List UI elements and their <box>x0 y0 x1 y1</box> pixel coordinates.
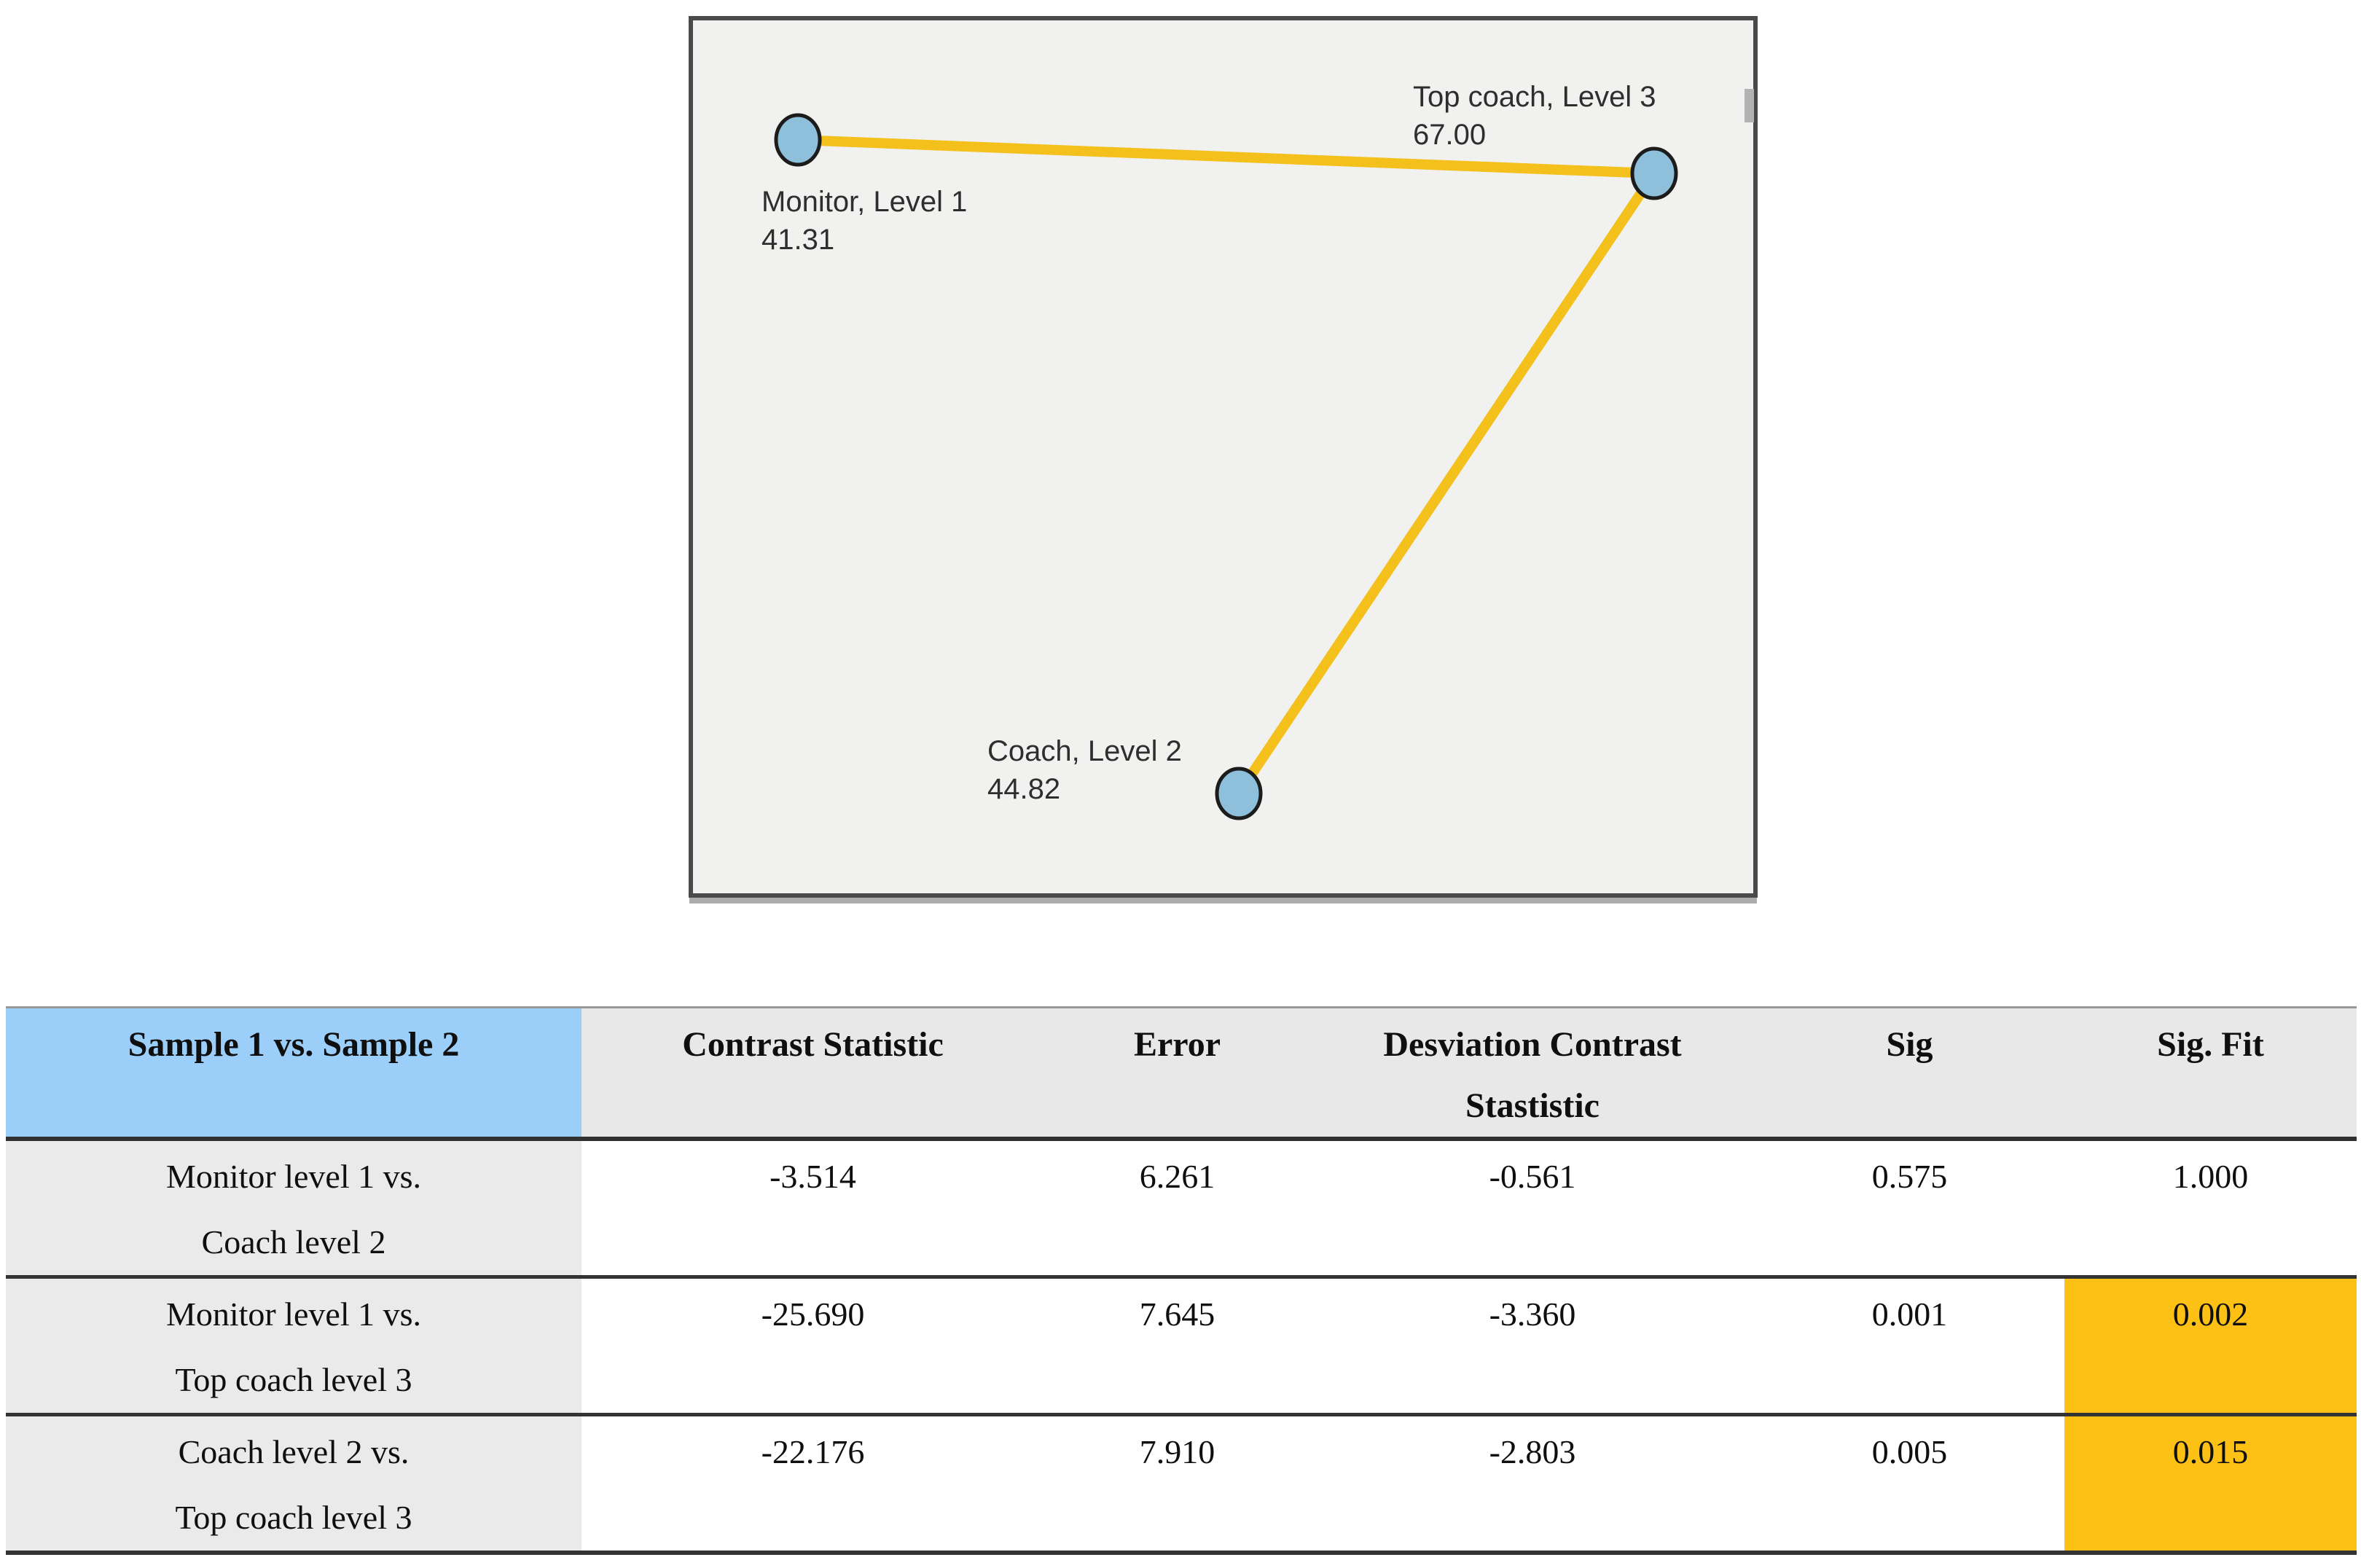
cell-sig: 0.575 <box>1755 1139 2064 1277</box>
cell-deviation-contrast: -0.561 <box>1310 1139 1755 1277</box>
node-label-coach: Coach, Level 2 44.82 <box>987 732 1182 808</box>
pair-line-1: Monitor level 1 vs. <box>165 1158 422 1195</box>
cell-contrast-statistic: -22.176 <box>582 1413 1044 1555</box>
table-row-monitor1-vs-coach2: Monitor level 1 vs. Coach level 2 -3.514… <box>6 1139 2357 1277</box>
artifact-mark <box>1745 89 1754 122</box>
node-label-coach-name: Coach, Level 2 <box>987 735 1182 767</box>
cell-sig-fit-highlighted: 0.002 <box>2064 1275 2357 1415</box>
column-header-error: Error <box>1044 1007 1310 1141</box>
node-label-topcoach-value: 67.00 <box>1413 119 1487 151</box>
pair-line-2: Top coach level 3 <box>175 1499 412 1536</box>
edge-coach-to-topcoach <box>1234 168 1659 799</box>
column-header-contrast-statistic: Contrast Statistic <box>582 1007 1044 1141</box>
column-header-sample-pair: Sample 1 vs. Sample 2 <box>6 1007 582 1141</box>
column-header-sig-fit: Sig. Fit <box>2064 1007 2357 1141</box>
node-diagram-svg <box>774 113 1678 820</box>
pair-line-2: Coach level 2 <box>201 1223 386 1261</box>
table-header-row: Sample 1 vs. Sample 2 Contrast Statistic… <box>6 1007 2357 1141</box>
cell-error: 7.910 <box>1044 1413 1310 1555</box>
pair-line-1: Coach level 2 vs. <box>178 1433 410 1470</box>
cell-contrast-statistic: -25.690 <box>582 1275 1044 1415</box>
node-label-topcoach-name: Top coach, Level 3 <box>1413 81 1656 113</box>
cell-deviation-contrast: -3.360 <box>1310 1275 1755 1415</box>
node-label-monitor-name: Monitor, Level 1 <box>761 186 968 218</box>
node-label-coach-value: 44.82 <box>987 773 1061 805</box>
cell-sig: 0.005 <box>1755 1413 2064 1555</box>
cell-error: 7.645 <box>1044 1275 1310 1415</box>
node-label-monitor: Monitor, Level 1 41.31 <box>761 183 967 259</box>
pairwise-comparisons-table: Sample 1 vs. Sample 2 Contrast Statistic… <box>6 1006 2357 1555</box>
node-label-topcoach: Top coach, Level 3 67.00 <box>1413 78 1656 154</box>
cell-deviation-contrast: -2.803 <box>1310 1413 1755 1555</box>
pair-line-2: Top coach level 3 <box>175 1361 412 1398</box>
column-header-deviation-contrast-statistic: Desviation Contrast Stastistic <box>1310 1007 1755 1141</box>
cell-sample-pair: Monitor level 1 vs. Top coach level 3 <box>6 1275 582 1415</box>
pair-line-1: Monitor level 1 vs. <box>165 1295 422 1333</box>
cell-sig-fit: 1.000 <box>2064 1139 2357 1277</box>
node-diagram-panel: Monitor, Level 1 41.31 Top coach, Level … <box>689 16 1758 898</box>
node-coach-level2 <box>1215 767 1263 820</box>
table-row-coach2-vs-topcoach3: Coach level 2 vs. Top coach level 3 -22.… <box>6 1413 2357 1555</box>
cell-sample-pair: Coach level 2 vs. Top coach level 3 <box>6 1413 582 1555</box>
cell-sig-fit-highlighted: 0.015 <box>2064 1413 2357 1555</box>
cell-error: 6.261 <box>1044 1139 1310 1277</box>
node-label-monitor-value: 41.31 <box>761 224 835 256</box>
node-topcoach-level3 <box>1630 146 1678 200</box>
table-row-monitor1-vs-topcoach3: Monitor level 1 vs. Top coach level 3 -2… <box>6 1275 2357 1415</box>
cell-contrast-statistic: -3.514 <box>582 1139 1044 1277</box>
cell-sig: 0.001 <box>1755 1275 2064 1415</box>
node-monitor-level1 <box>774 113 822 167</box>
cell-sample-pair: Monitor level 1 vs. Coach level 2 <box>6 1139 582 1277</box>
edge-monitor-to-topcoach <box>793 135 1659 179</box>
column-header-sig: Sig <box>1755 1007 2064 1141</box>
